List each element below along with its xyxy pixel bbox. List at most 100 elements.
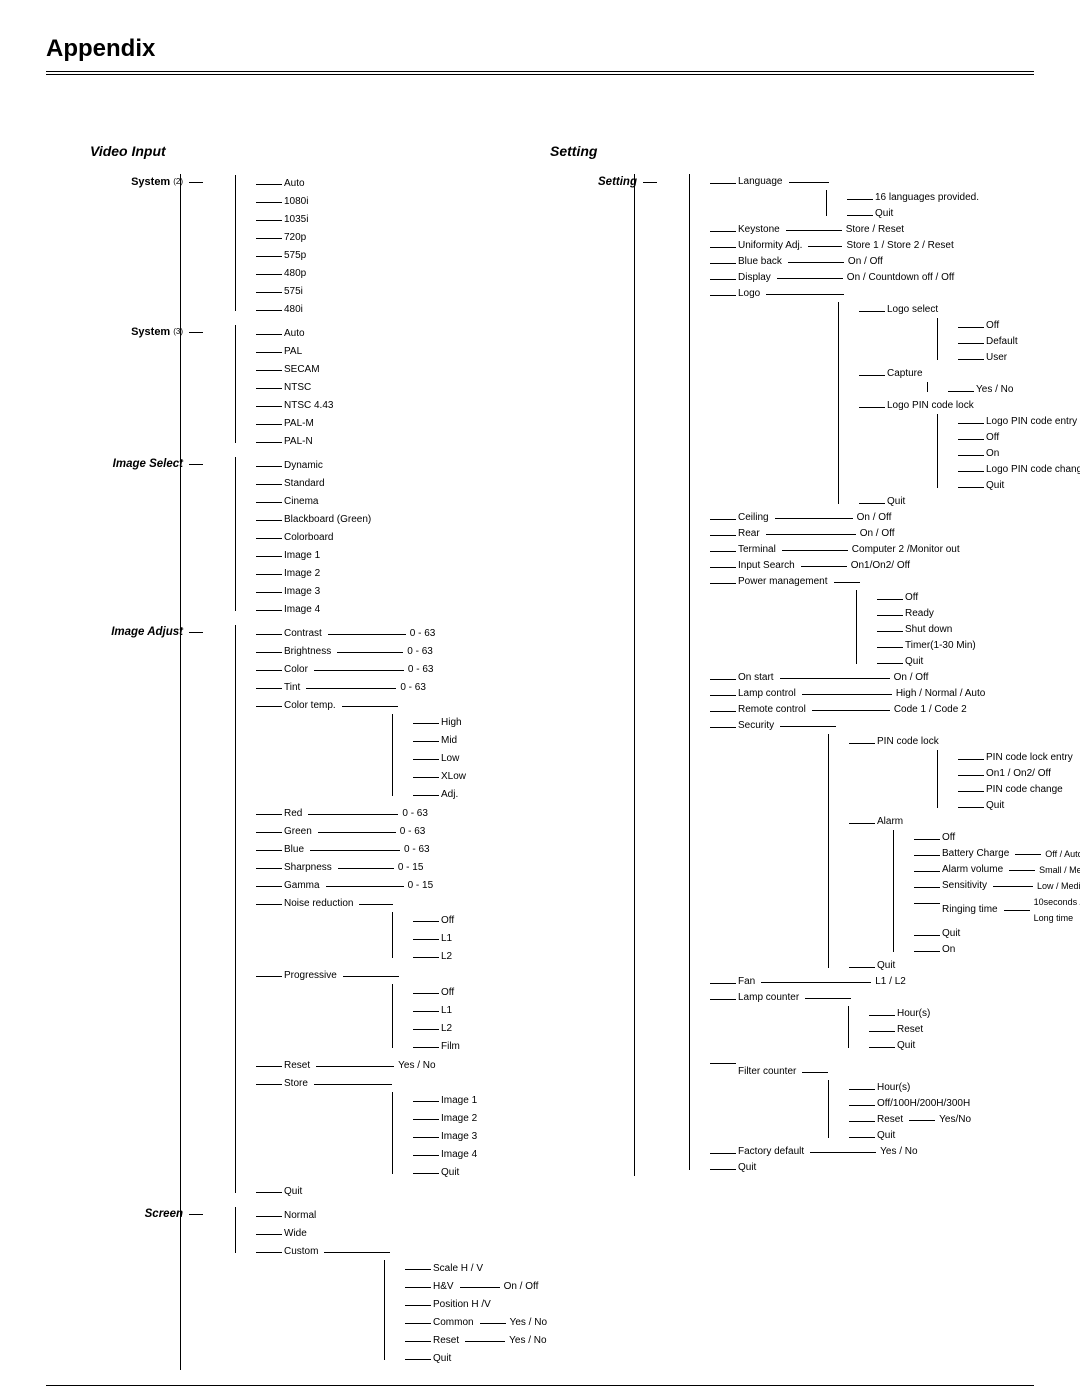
leaf: Image 2: [284, 566, 320, 582]
leaf: Input SearchOn1/On2/ Off: [738, 558, 910, 574]
leaf: Contrast0 - 63: [284, 626, 435, 642]
leaf: Off: [986, 318, 999, 334]
leaf: Security: [738, 718, 840, 734]
leaf: L2: [441, 949, 452, 965]
leaf: On1 / On2/ Off: [986, 766, 1051, 782]
leaf: Alarm: [877, 814, 903, 830]
leaf: Remote controlCode 1 / Code 2: [738, 702, 967, 718]
leaf: Alarm volumeSmall / Medium / Large: [942, 862, 1080, 878]
leaf: 480i: [284, 302, 303, 318]
leaf: SECAM: [284, 362, 320, 378]
leaf: Color temp.: [284, 698, 402, 714]
content-columns: Video Input System(2) Auto 1080i 1035i 7…: [46, 75, 1034, 1385]
leaf: Red0 - 63: [284, 806, 428, 822]
leaf: Shut down: [905, 622, 952, 638]
leaf: PAL-M: [284, 416, 314, 432]
leaf: Hour(s): [877, 1080, 910, 1096]
leaf: Wide: [284, 1226, 307, 1242]
leaf: Color0 - 63: [284, 662, 433, 678]
leaf: Progressive: [284, 968, 403, 984]
leaf: ResetYes / No: [284, 1058, 436, 1074]
leaf: DisplayOn / Countdown off / Off: [738, 270, 954, 286]
node-setting-root: Setting Language 16 languages provided. …: [655, 174, 1030, 1176]
section-title-video: Video Input: [90, 143, 520, 159]
leaf: Timer(1-30 Min): [905, 638, 976, 654]
leaf: Blue0 - 63: [284, 842, 430, 858]
node-image-adjust: Image Adjust Contrast0 - 63 Brightness0 …: [201, 624, 520, 1206]
col-setting: Setting Setting Language 16 languages pr…: [550, 143, 1030, 1371]
divider-bottom: [46, 1385, 1034, 1386]
leaf: PAL: [284, 344, 302, 360]
leaf: Image 4: [284, 602, 320, 618]
leaf: Lamp controlHigh / Normal / Auto: [738, 686, 985, 702]
leaf: Brightness0 - 63: [284, 644, 433, 660]
node-image-select: Image Select Dynamic Standard Cinema Bla…: [201, 456, 520, 624]
node-screen: Screen Normal Wide Custom Scale H / V H&…: [201, 1206, 520, 1370]
leaf: Language: [738, 174, 833, 190]
leaf: Filter counter: [738, 1064, 832, 1080]
leaf: Quit: [887, 494, 905, 510]
leaf: Sharpness0 - 15: [284, 860, 423, 876]
leaf: User: [986, 350, 1007, 366]
leaf: Mid: [441, 733, 457, 749]
leaf: Battery ChargeOff / Auto: [942, 846, 1080, 862]
leaf: Gamma0 - 15: [284, 878, 433, 894]
leaf: Off: [905, 590, 918, 606]
leaf: Off/100H/200H/300H: [877, 1096, 970, 1112]
leaf: Uniformity Adj.Store 1 / Store 2 / Reset: [738, 238, 954, 254]
leaf: 1035i: [284, 212, 308, 228]
leaf: Image 2: [441, 1111, 477, 1127]
leaf: Tint0 - 63: [284, 680, 426, 696]
leaf: Hour(s): [897, 1006, 930, 1022]
leaf: Quit: [877, 1128, 895, 1144]
leaf: Image 4: [441, 1147, 477, 1163]
leaf: FanL1 / L2: [738, 974, 906, 990]
leaf: Low: [441, 751, 459, 767]
leaf: Reset: [897, 1022, 923, 1038]
leaf: Scale H / V: [433, 1261, 483, 1277]
leaf: 575i: [284, 284, 303, 300]
leaf: Capture: [887, 366, 923, 382]
leaf: Factory defaultYes / No: [738, 1144, 918, 1160]
leaf: Custom: [284, 1244, 394, 1260]
leaf: TerminalComputer 2 /Monitor out: [738, 542, 960, 558]
leaf: PIN code lock entry: [986, 750, 1073, 766]
leaf: KeystoneStore / Reset: [738, 222, 904, 238]
leaf: RearOn / Off: [738, 526, 895, 542]
leaf: On: [986, 446, 999, 462]
leaf: Blue backOn / Off: [738, 254, 883, 270]
leaf: On: [942, 942, 955, 958]
leaf: Film: [441, 1039, 460, 1055]
leaf: L2: [441, 1021, 452, 1037]
leaf: Image 1: [284, 548, 320, 564]
leaf: Off: [441, 913, 454, 929]
col-video-input: Video Input System(2) Auto 1080i 1035i 7…: [90, 143, 520, 1371]
leaf: SensitivityLow / Medium / High: [942, 878, 1080, 894]
leaf: Quit: [905, 654, 923, 670]
leaf: Power management: [738, 574, 864, 590]
leaf: Quit: [441, 1165, 459, 1181]
leaf: Position H /V: [433, 1297, 491, 1313]
leaf: Quit: [875, 206, 893, 222]
leaf: Off: [441, 985, 454, 1001]
leaf: Normal: [284, 1208, 316, 1224]
leaf: ResetYes/No: [877, 1112, 971, 1128]
section-title-setting: Setting: [550, 143, 1030, 159]
leaf: Quit: [877, 958, 895, 974]
tree-video: System(2) Auto 1080i 1035i 720p 575p 480…: [90, 173, 520, 1371]
page-title: Appendix: [46, 35, 1034, 63]
leaf: XLow: [441, 769, 466, 785]
leaf: CeilingOn / Off: [738, 510, 891, 526]
leaf: Ringing time10seconds / 60seconds / Long…: [942, 894, 1080, 926]
leaf: Logo PIN code lock: [887, 398, 974, 414]
leaf: Logo: [738, 286, 848, 302]
leaf: 575p: [284, 248, 306, 264]
leaf: 1080i: [284, 194, 308, 210]
leaf: Quit: [284, 1184, 302, 1200]
leaf: NTSC: [284, 380, 311, 396]
leaf: L1: [441, 931, 452, 947]
leaf: NTSC 4.43: [284, 398, 333, 414]
leaf: PAL-N: [284, 434, 313, 450]
leaf: Yes / No: [976, 382, 1013, 398]
leaf: Quit: [897, 1038, 915, 1054]
